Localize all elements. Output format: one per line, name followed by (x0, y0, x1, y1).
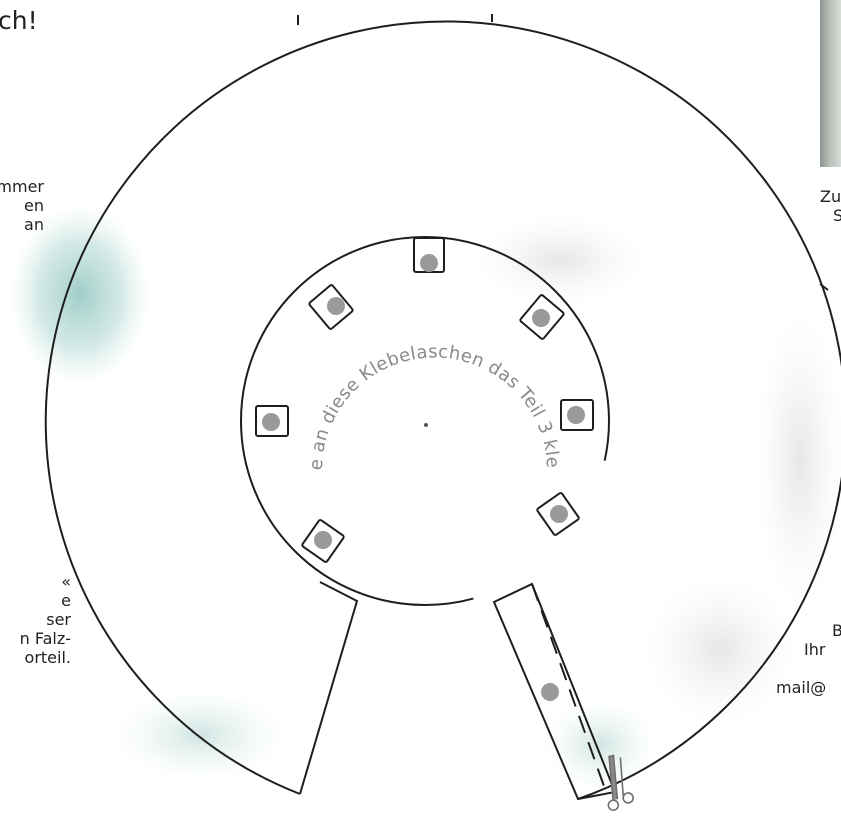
glue-dot (327, 297, 345, 315)
glue-dot (550, 505, 568, 523)
right-text-lower-line: B (832, 621, 841, 640)
right-text-upper-line: Zu (820, 187, 841, 206)
left-text-lower-line: « (61, 572, 71, 591)
glue-dot (314, 531, 332, 549)
right-text-lower-line: Ihr (804, 640, 826, 659)
glue-flaps (255, 237, 594, 563)
outer-notches (297, 14, 829, 291)
photo-thumbnail (820, 0, 841, 167)
scissors-icon (607, 754, 634, 811)
watercolor-wash (10, 205, 841, 790)
right-text-lower: B Ihr mail@ (776, 621, 841, 697)
glue-dot (567, 406, 585, 424)
glue-dot (541, 683, 559, 701)
right-text-upper-line: S (833, 206, 841, 225)
center-mark (424, 423, 428, 427)
outer-ring-outline (44, 20, 841, 800)
right-text-lower-line: mail@ (776, 678, 827, 697)
glue-dot (420, 254, 438, 272)
left-text-lower-line: orteil. (24, 648, 71, 667)
left-text-upper-line: en (24, 196, 44, 215)
glue-dot (262, 413, 280, 431)
glue-dot (532, 309, 550, 327)
left-text-lower-line: n Falz- (19, 629, 71, 648)
right-text-upper: Zu S (820, 187, 841, 225)
left-text-lower-line: ser (46, 610, 71, 629)
glue-dots (262, 254, 585, 701)
ring-left-arm (299, 581, 359, 795)
heading-fragment: ch! (0, 6, 38, 35)
left-text-lower: « e ser n Falz- orteil. (20, 572, 71, 667)
fold-line (531, 583, 606, 790)
left-text-upper: mmer en an (0, 177, 44, 234)
left-text-lower-line: e (61, 591, 71, 610)
left-text-upper-line: mmer (0, 177, 44, 196)
